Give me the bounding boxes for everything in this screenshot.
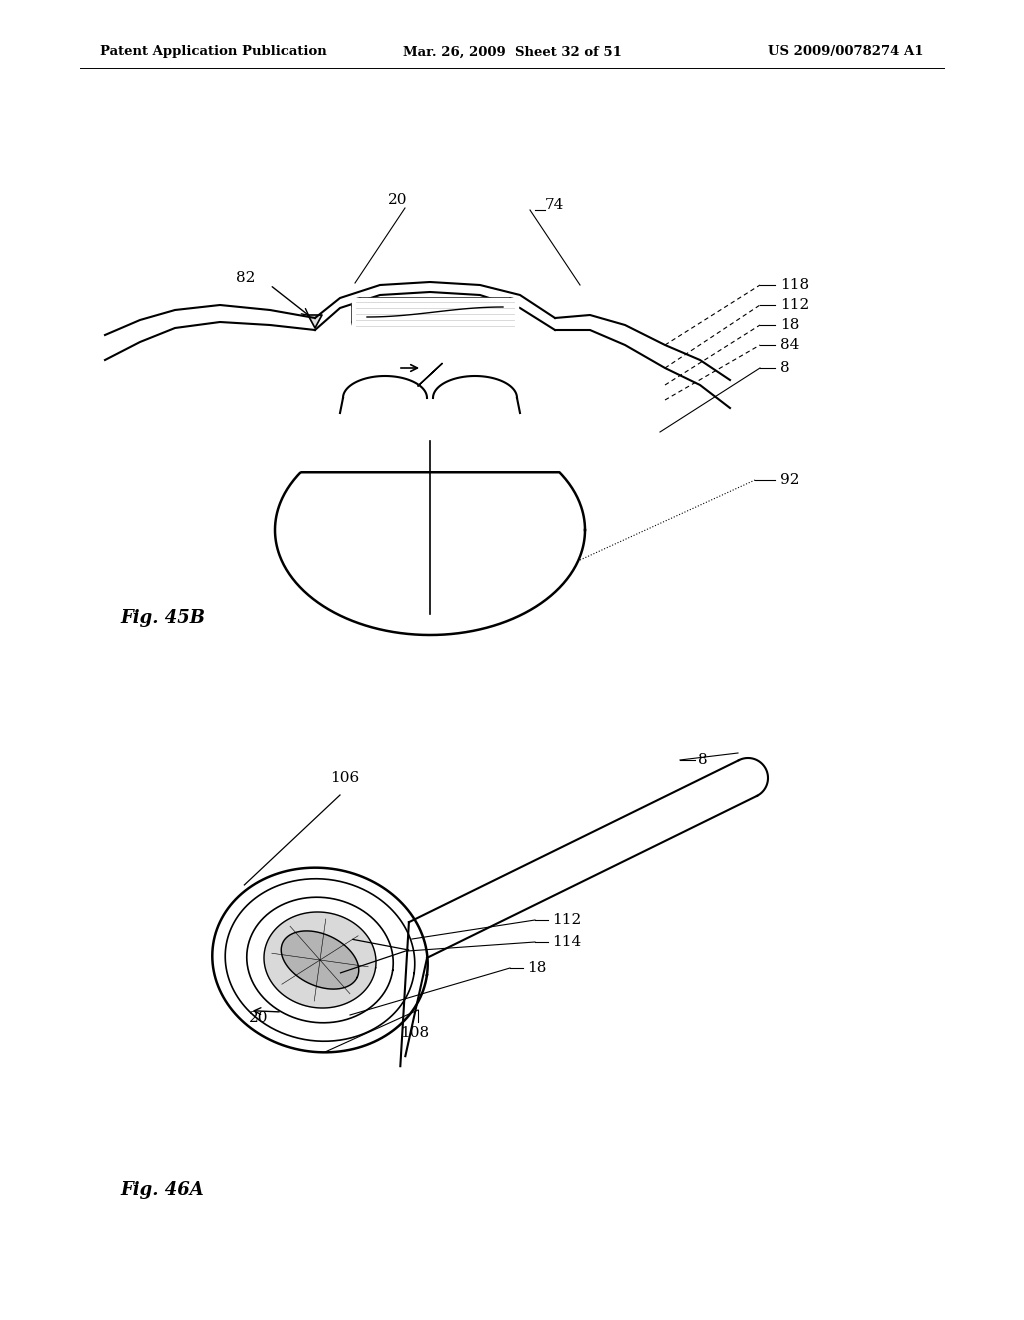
Text: 8: 8 <box>698 752 708 767</box>
Text: 112: 112 <box>552 913 582 927</box>
Text: Fig. 45B: Fig. 45B <box>120 609 205 627</box>
Text: Fig. 46A: Fig. 46A <box>120 1181 204 1199</box>
Text: 118: 118 <box>780 279 809 292</box>
Text: 18: 18 <box>527 961 547 975</box>
Polygon shape <box>282 931 358 989</box>
Text: 106: 106 <box>330 771 359 785</box>
Text: 20: 20 <box>388 193 408 207</box>
Polygon shape <box>418 363 442 385</box>
Text: 92: 92 <box>780 473 800 487</box>
Text: 20: 20 <box>249 1011 268 1026</box>
Text: 18: 18 <box>780 318 800 333</box>
Text: 108: 108 <box>400 1026 429 1040</box>
Polygon shape <box>264 912 376 1008</box>
Polygon shape <box>352 298 518 330</box>
Text: Mar. 26, 2009  Sheet 32 of 51: Mar. 26, 2009 Sheet 32 of 51 <box>402 45 622 58</box>
Text: 114: 114 <box>552 935 582 949</box>
Text: Patent Application Publication: Patent Application Publication <box>100 45 327 58</box>
Polygon shape <box>308 315 322 327</box>
Text: 8: 8 <box>780 360 790 375</box>
Text: 82: 82 <box>236 271 255 285</box>
Text: US 2009/0078274 A1: US 2009/0078274 A1 <box>768 45 924 58</box>
Text: 74: 74 <box>545 198 564 213</box>
Text: 84: 84 <box>780 338 800 352</box>
Text: 112: 112 <box>780 298 809 312</box>
